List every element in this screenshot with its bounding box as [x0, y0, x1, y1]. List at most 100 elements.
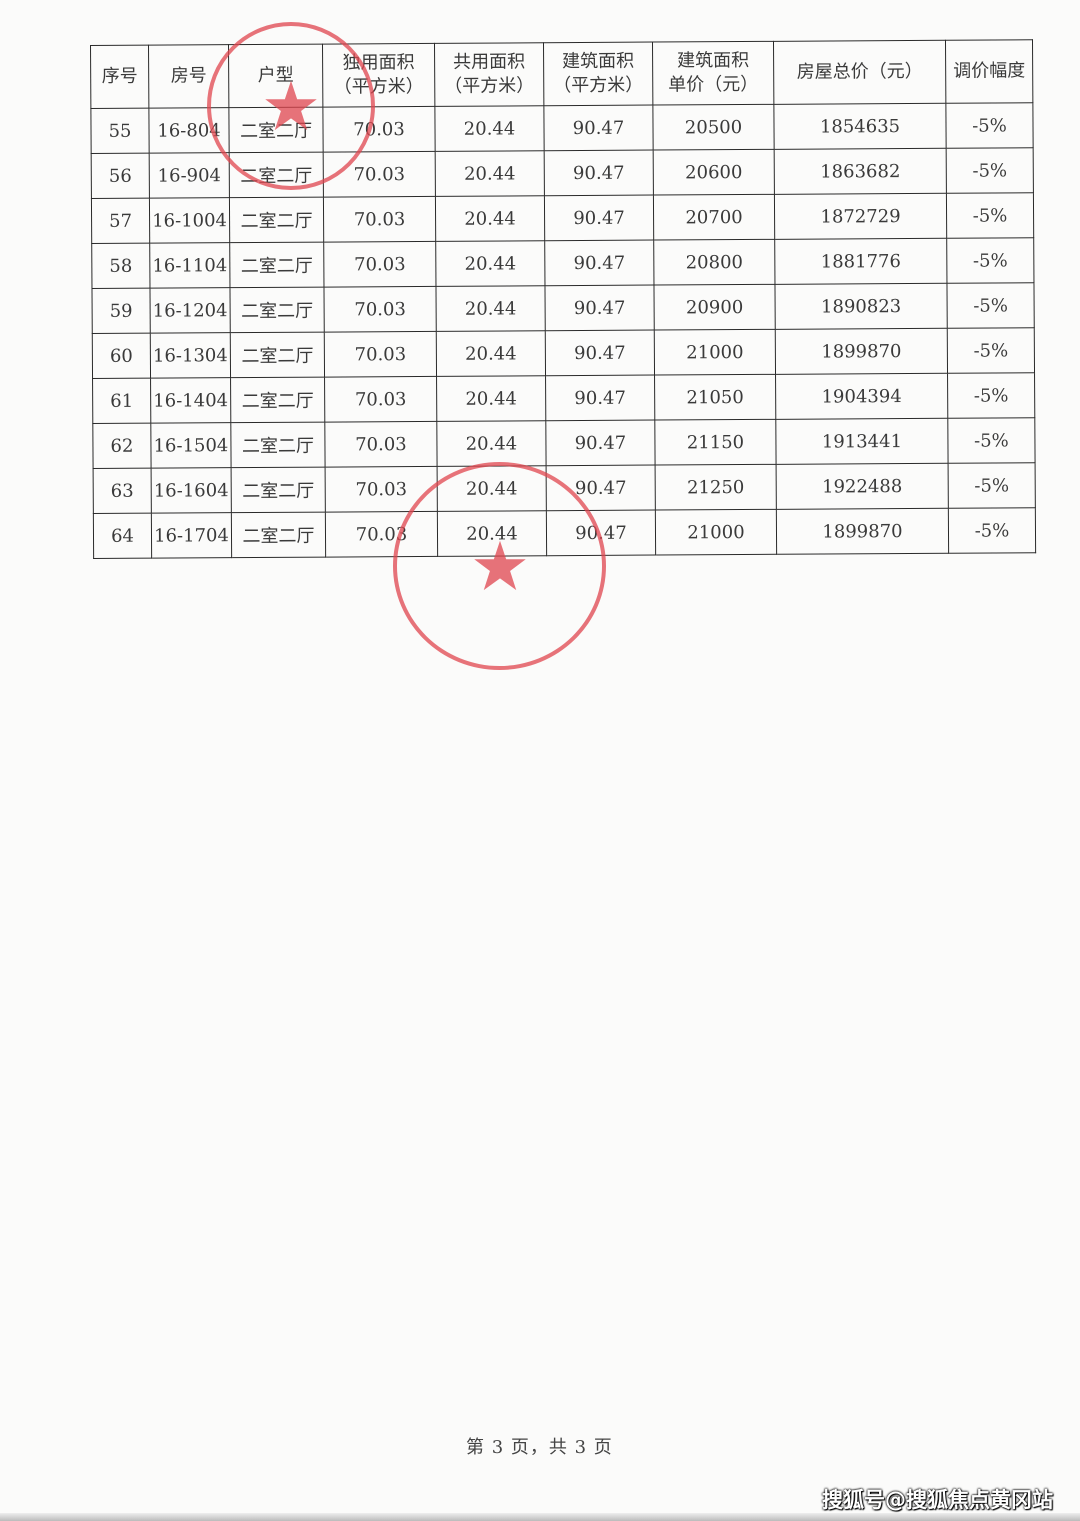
table-cell: 70.03	[325, 511, 438, 558]
column-header: 户型	[228, 44, 323, 108]
table-cell: 20500	[652, 104, 775, 151]
table-cell: 二室二厅	[229, 242, 324, 288]
table-cell: 16-804	[148, 107, 230, 154]
table-row: 59 16-1204 二室二厅 70.03 20.44 90.47 20900 1890823…	[91, 282, 1035, 334]
table-row: 60 16-1304 二室二厅 70.03 20.44 90.47 21000 1899870…	[92, 327, 1035, 379]
table-row: 56 16-904 二室二厅 70.03 20.44 90.47 20600 1863682-…	[91, 147, 1034, 199]
table-cell: 64	[93, 513, 152, 559]
table-cell: 70.03	[325, 466, 438, 513]
table-cell: 16-1504	[150, 422, 232, 469]
table-cell: -5%	[947, 327, 1035, 374]
table-cell: 90.47	[546, 510, 656, 556]
table-cell: 二室二厅	[229, 197, 324, 243]
table-header-row: 序号 房号 户型 独用面积 （平方米） 共用面积 （平方米） 建筑面积 （平方米） 建筑面积…	[90, 39, 1033, 109]
table-cell: 59	[91, 288, 151, 334]
column-header: 序号	[90, 45, 149, 109]
table-cell: 16-1004	[149, 197, 230, 244]
table-cell: 1863682	[774, 148, 947, 195]
table-cell: 二室二厅	[229, 152, 324, 198]
table-cell: -5%	[948, 462, 1036, 509]
table-cell: 70.03	[323, 286, 437, 333]
table-cell: 90.47	[546, 465, 656, 511]
table-cell: 20.44	[437, 465, 547, 512]
column-header: 独用面积 （平方米）	[322, 43, 435, 108]
table-row: 62 16-1504 二室二厅 70.03 20.44 90.47 21150 1913441…	[92, 417, 1036, 469]
table-cell: 20800	[653, 239, 775, 286]
table-cell: 二室二厅	[230, 422, 326, 468]
table-cell: 70.03	[323, 241, 436, 288]
table-cell: 21050	[654, 374, 776, 421]
column-header: 调价幅度	[945, 39, 1033, 104]
page-edge	[0, 1513, 1080, 1521]
table-cell: 16-1704	[151, 512, 232, 559]
table-cell: 20700	[653, 194, 775, 241]
table-cell: 55	[90, 108, 150, 154]
table-cell: 70.03	[324, 376, 437, 423]
table-cell: -5%	[946, 192, 1034, 239]
table-cell: -5%	[948, 507, 1036, 554]
column-header: 共用面积 （平方米）	[434, 42, 544, 107]
table-cell: 70.03	[323, 151, 436, 198]
table-cell: 二室二厅	[230, 332, 325, 378]
table-cell: 二室二厅	[230, 377, 325, 423]
table-cell: 63	[93, 468, 152, 514]
table-cell: 16-1204	[149, 287, 231, 334]
column-header: 建筑面积 单价（元）	[652, 41, 774, 106]
page-number: 第 3 页，共 3 页	[466, 1437, 613, 1458]
table-cell: 20.44	[435, 195, 545, 242]
table-cell: 二室二厅	[228, 107, 324, 153]
table-cell: 1922488	[776, 463, 949, 510]
table-cell: -5%	[946, 237, 1034, 284]
price-table: 序号 房号 户型 独用面积 （平方米） 共用面积 （平方米） 建筑面积 （平方米） 建筑面积…	[90, 39, 1036, 559]
table-cell: 90.47	[544, 195, 654, 241]
table-cell: 二室二厅	[229, 287, 325, 333]
column-header: 建筑面积 （平方米）	[543, 42, 653, 106]
table-cell: 56	[91, 153, 150, 199]
table-cell: 16-1404	[150, 377, 231, 424]
table-cell: 1872729	[774, 193, 947, 240]
table-cell: 90.47	[545, 420, 656, 466]
table-cell: 70.03	[324, 421, 438, 468]
table-row: 61 16-1404 二室二厅 70.03 20.44 90.47 21050 1904394…	[92, 372, 1035, 424]
table-cell: 16-1604	[151, 467, 232, 514]
table-cell: 1890823	[774, 283, 948, 330]
table-cell: 21250	[655, 464, 777, 511]
table-cell: 1913441	[775, 418, 949, 465]
table-cell: -5%	[946, 147, 1034, 194]
table-row: 55 16-804 二室二厅 70.03 20.44 90.47 20500 1854635-…	[90, 102, 1034, 154]
table-cell: 90.47	[544, 150, 654, 196]
table-cell: 60	[92, 333, 151, 379]
table-cell: 20.44	[436, 375, 546, 422]
table-cell: 1904394	[775, 373, 948, 420]
table-cell: 1899870	[775, 328, 948, 375]
watermark: 搜狐号@搜狐焦点黄冈站	[822, 1488, 1053, 1512]
table-cell: 1899870	[776, 508, 949, 555]
table-cell: 21000	[655, 509, 777, 556]
table-cell: 20900	[653, 284, 776, 331]
table-cell: -5%	[947, 372, 1035, 419]
table-cell: 21000	[654, 329, 776, 376]
table-cell: 20.44	[436, 330, 546, 377]
table-cell: -5%	[945, 102, 1034, 149]
table-cell: 61	[92, 378, 151, 424]
table-cell: 20.44	[435, 240, 545, 287]
table-cell: 16-1104	[149, 242, 230, 289]
table-cell: 90.47	[544, 285, 655, 331]
table-cell: 20.44	[437, 510, 547, 557]
table-cell: 90.47	[545, 330, 655, 376]
table-cell: 70.03	[322, 106, 436, 153]
table-cell: -5%	[946, 282, 1035, 329]
column-header: 房号	[148, 44, 229, 109]
table-cell: 90.47	[544, 240, 654, 286]
table-row: 57 16-1004 二室二厅 70.03 20.44 90.47 20700 1872729…	[91, 192, 1034, 244]
table-row: 64 16-1704 二室二厅 70.03 20.44 90.47 21000 1899870…	[93, 507, 1036, 559]
table-cell: 20.44	[436, 420, 547, 467]
table-cell: 90.47	[545, 375, 655, 421]
table-row: 58 16-1104 二室二厅 70.03 20.44 90.47 20800 1881776…	[91, 237, 1034, 289]
table-cell: 90.47	[543, 105, 654, 151]
table-cell: -5%	[947, 417, 1036, 464]
table-cell: 1881776	[774, 238, 947, 285]
table-cell: 58	[91, 243, 150, 289]
table-cell: 16-904	[149, 152, 230, 199]
table-cell: 21150	[654, 419, 777, 466]
